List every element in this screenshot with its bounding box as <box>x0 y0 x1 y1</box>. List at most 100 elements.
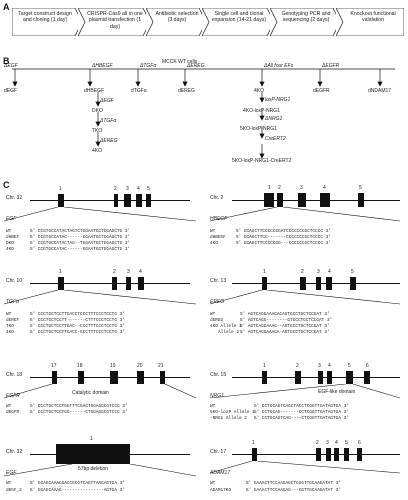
root-cells: MCCK WT cells <box>160 59 200 65</box>
seq-row: WT <box>6 229 12 234</box>
exon-block <box>124 194 131 207</box>
seq-row: 5' CCCTGCTCCTGG------CTGGAGGCGTCCG 3' <box>30 410 128 415</box>
exon-block <box>357 448 362 461</box>
seq-row: 5' AGTCAGGAAAG--AGTGCCTGCTCCGAT 3' <box>240 324 330 329</box>
exon-block <box>295 371 301 384</box>
seq-row: 5' CCGTGCCATACTAGTCTGGAATGCTGGAGCTG 3' <box>30 229 131 234</box>
seq-row: 5' CCTGCAGTCAGCTACCTCGGTTGATAGTGA 3' <box>254 404 349 409</box>
workflow-step: Single cell and clonal expansion (14-21 … <box>202 8 274 36</box>
exon-block <box>327 371 332 384</box>
exon-block <box>58 277 64 290</box>
branch-label: ΔHBEGF <box>92 63 113 69</box>
exon-block <box>298 193 306 207</box>
workflow-step: CRISPR-Cas9 all in one plasmid transfect… <box>78 8 150 36</box>
leaf-label: dEGF <box>4 88 18 94</box>
domain-label: Catalytic domain <box>72 390 109 396</box>
exon-block <box>318 371 323 384</box>
exon-block <box>52 371 57 384</box>
branch-label: ΔEREG <box>187 63 205 69</box>
exon-block <box>146 194 151 207</box>
seq-row: 5' GGAGCAAAGGACCGCGTCAGTTAAGAGTGA 3' <box>30 481 125 486</box>
panel-b-label: B <box>3 56 10 66</box>
chain-step: ΔNRG1 <box>265 116 283 122</box>
domain-label: 57bp deletion <box>78 466 109 472</box>
seq-row: 5' CCCTGCTCCTTGACC-CCCTTTCCCTCCTG 3' <box>30 330 125 335</box>
workflow-step: Knockout functional validation <box>336 8 404 36</box>
seq-row: 5' CCTGCAG-------CCTCGGTTGATAGTGA 3' <box>254 410 349 415</box>
exon-block <box>300 277 306 290</box>
exon-block <box>326 277 332 290</box>
chain-node: TKO <box>92 128 103 134</box>
seq-row: 5' CCCTGCTCCTTGAC--CCCTTTCCCTCCTG 3' <box>30 324 125 329</box>
workflow-step: Target construct design and cloning (1 d… <box>12 8 82 36</box>
seq-row: 5' CCCTGCTCCTT-------CTTTCCCTCCTG 3' <box>30 318 125 323</box>
chain-step: ΔEREG <box>100 138 118 144</box>
workflow-step: Genotyping PCR and sequencing (2 days) <box>270 8 340 36</box>
seq-row: 5' GGAGCAAAG----------------AGTGA 3' <box>30 488 125 493</box>
exon-block <box>58 194 64 207</box>
exon-block <box>110 371 118 384</box>
panel-a-label: A <box>3 2 10 12</box>
leaf-label: dEGFR <box>313 88 330 94</box>
chain-step: CreERT2 <box>265 136 286 142</box>
exon-block <box>126 277 131 290</box>
exon-block <box>316 277 321 290</box>
exon-block <box>364 371 370 384</box>
leaf-label: dHBEGF <box>84 88 105 94</box>
seq-row: 5' GCAGCTTCCCCCGGATCCCCCCCGCTCCCC 3' <box>236 229 331 234</box>
seq-row: 5' CCCTGCTCCTGGTTTCGACTGGAGGCGTCCG 3' <box>30 404 128 409</box>
seq-row: 5' GCAGCTTCC-------CCCCCCCGCTCCCC 3' <box>236 235 331 240</box>
exon-block <box>316 448 321 461</box>
chain-step: ΔEGF <box>100 98 114 104</box>
branch-label: ΔTGFα <box>140 63 157 69</box>
seq-row: 5' GCAGCTTCCCCCGG---CCCCCCGCTCCCC 3' <box>236 241 331 246</box>
chain-node: 4KO-loxP-NRG1 <box>243 108 280 114</box>
exon-block <box>334 448 339 461</box>
exon-block <box>56 444 130 464</box>
exon-block <box>160 371 165 384</box>
chain-node: DKO <box>92 108 103 114</box>
exon-block <box>346 371 353 384</box>
seq-row: 5' GAAACTTCCAAGAG---GGTTGCAAGATAT 3' <box>246 488 341 493</box>
workflow-step: Antibiotic selection (3 days) <box>146 8 206 36</box>
exon-block <box>277 193 283 207</box>
exon-block <box>136 194 142 207</box>
exon-block <box>114 194 118 207</box>
leaf-label: dEREG <box>178 88 195 94</box>
exon-block <box>137 371 144 384</box>
exon-block <box>112 277 117 290</box>
chain-node: 4KO <box>92 148 103 154</box>
leaf-label: dTGFα <box>131 88 147 94</box>
chain-node: 5KO-loxP-NRG1 <box>240 126 277 132</box>
exon-block <box>344 448 349 461</box>
branch-label: ΔEGFR <box>322 63 340 69</box>
exon-block <box>326 448 331 461</box>
seq-row: 5' AGTCAGGAAAGA-AGTGCCTGCTCCGAT 3' <box>240 330 330 335</box>
seq-row: 5' GAAACTTCCAAGAGCTGGGTTGCAAGATAT 3' <box>246 481 341 486</box>
branch-label: ΔEGF <box>4 63 18 69</box>
exon-block <box>320 193 330 207</box>
chain-step: loxP-NRG1 <box>265 97 291 103</box>
domain-label: EGF-like domain <box>318 389 356 395</box>
seq-row: 5' CCGTGCCATAC------GGAATGCTGGAGCTG 3' <box>30 235 131 240</box>
branch-label: ΔAll four EFs <box>264 63 294 69</box>
lineage-lines <box>12 68 395 159</box>
seq-row: 5' AGTCAGG--------GTGCCTGCTCCGAT 3' <box>240 318 333 323</box>
exon-block <box>262 277 267 290</box>
seq-row: 5' CCGTGCCATACTAG--TGGAATGCTGGAGCTG 3' <box>30 241 131 246</box>
exon-block <box>358 193 364 207</box>
leaf-label: dNDAM17 <box>368 88 392 94</box>
panel-c-label: C <box>3 180 10 190</box>
exon-block <box>138 277 144 290</box>
seq-row: 5' AGTCAGGAAAGACAGTGCCTGCTCCGAT 3' <box>240 312 330 317</box>
seq-row: 5' CCGTGCCATAC------GGAATGCTGGAGCTG 3' <box>30 247 131 252</box>
chain-step: ΔTGFα <box>100 118 117 124</box>
exon-block <box>350 277 356 290</box>
seq-row: 5' CCTGCAGTCAG----CTCGGTTGATAGTGA 3' <box>254 416 349 421</box>
seq-row: 5' CCCTGCTCCTTGACCTCCCTTTCCCTCCTG 3' <box>30 312 125 317</box>
exon-block <box>78 371 84 384</box>
chain-node: 4KO <box>254 88 265 94</box>
chain-node: 5KO-loxP-NRG1-CreERT2 <box>232 158 292 164</box>
exon-block <box>264 193 274 207</box>
exon-block <box>252 448 257 461</box>
